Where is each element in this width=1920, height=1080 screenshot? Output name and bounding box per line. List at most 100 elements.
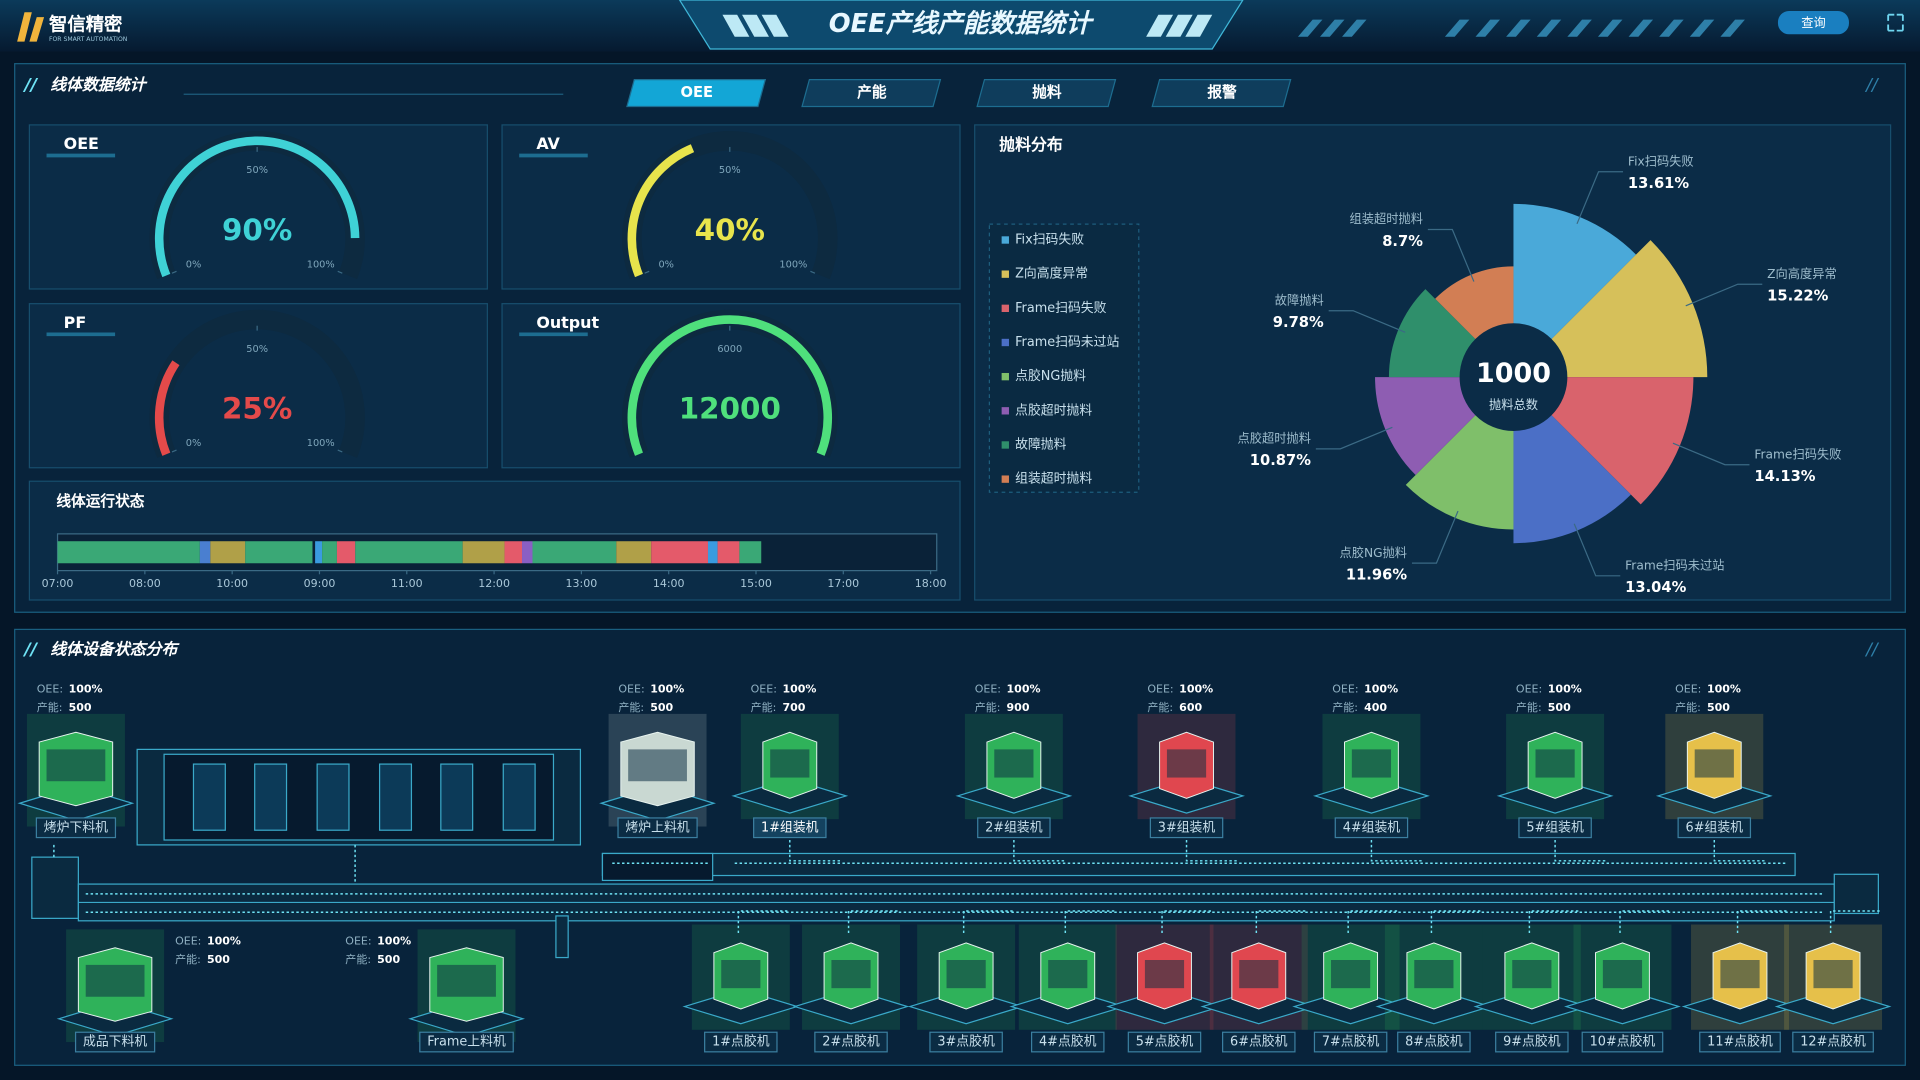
machine-label[interactable]: 3#组装机 — [1158, 820, 1216, 835]
machine-label-box[interactable] — [1149, 817, 1224, 839]
machine-label-box[interactable] — [1792, 1031, 1874, 1053]
machine-label-box[interactable] — [1030, 1031, 1105, 1053]
connector — [1430, 910, 1483, 934]
machine-window — [1239, 960, 1279, 989]
oee-label: OEE: — [618, 682, 644, 695]
machine-label-box[interactable] — [753, 817, 827, 839]
machine-label[interactable]: 1#组装机 — [761, 820, 819, 835]
gauge-value-arc — [627, 315, 832, 456]
machine-label-box[interactable] — [704, 1031, 778, 1053]
machine-label[interactable]: 4#点胶机 — [1039, 1034, 1097, 1050]
machine-label[interactable]: 10#点胶机 — [1590, 1034, 1656, 1050]
machine-label[interactable]: 烤炉上料机 — [625, 820, 689, 835]
machine-label[interactable]: 8#点胶机 — [1405, 1034, 1463, 1050]
machine-label-box[interactable] — [1334, 817, 1409, 839]
timeline-segment — [504, 541, 523, 564]
machine-label[interactable]: 11#点胶机 — [1707, 1034, 1773, 1050]
machine-window — [946, 960, 986, 989]
machine-label-box[interactable] — [1581, 1031, 1664, 1053]
legend-swatch — [1001, 338, 1009, 347]
machine-label-box[interactable] — [35, 817, 117, 839]
tab[interactable] — [976, 78, 1117, 108]
machine-label-box[interactable] — [1313, 1031, 1388, 1053]
legend-label[interactable]: Z向高度异常 — [1015, 266, 1088, 282]
connector — [1013, 840, 1066, 862]
machine-window — [1414, 960, 1454, 989]
tab[interactable] — [1151, 78, 1292, 108]
machine-label[interactable]: 2#组装机 — [985, 820, 1043, 835]
gauge-tick — [810, 270, 816, 274]
machine-label-box[interactable] — [1397, 1031, 1471, 1053]
machine-label-box[interactable] — [929, 1031, 1003, 1053]
machine-label-box[interactable] — [1495, 1031, 1569, 1053]
machine-label[interactable]: 4#组装机 — [1343, 820, 1401, 835]
query-button-label[interactable]: 查询 — [1801, 16, 1825, 30]
machine-label[interactable]: 7#点胶机 — [1322, 1034, 1380, 1050]
machine-label[interactable]: 2#点胶机 — [822, 1034, 880, 1050]
legend-label[interactable]: 点胶NG抛料 — [1015, 368, 1086, 384]
pie-center-label: 抛料总数 — [1489, 397, 1538, 412]
gauge-value: 90% — [222, 213, 292, 247]
tab[interactable] — [626, 78, 767, 108]
machine-label[interactable]: 5#组装机 — [1526, 820, 1584, 835]
machine-label-box[interactable] — [814, 1031, 888, 1053]
machine-label-box[interactable] — [1677, 817, 1752, 839]
machine-label[interactable]: 5#点胶机 — [1136, 1034, 1194, 1050]
legend-label[interactable]: 故障抛料 — [1015, 437, 1067, 452]
legend-label[interactable]: Fix扫码失败 — [1015, 233, 1084, 248]
timeline-tick-label: 08:00 — [129, 577, 161, 590]
machine-label-box[interactable] — [617, 817, 698, 839]
machine-label-box[interactable] — [1518, 817, 1592, 839]
machine-label[interactable]: 烤炉下料机 — [44, 820, 108, 835]
machine-label[interactable]: Frame上料机 — [427, 1035, 506, 1050]
connector — [1554, 840, 1607, 862]
legend-label[interactable]: Frame扫码未过站 — [1015, 335, 1119, 350]
machine-label-box[interactable] — [419, 1031, 514, 1053]
timeline-tick-label: 18:00 — [915, 577, 947, 590]
corner-deco: // — [1864, 640, 1880, 660]
machine-window — [1166, 749, 1207, 778]
gauge-tick — [171, 449, 177, 453]
output-value: 900 — [1007, 701, 1030, 714]
machine-label[interactable]: 3#点胶机 — [937, 1034, 995, 1050]
corner-deco: // — [1864, 76, 1880, 96]
fullscreen-icon[interactable] — [1887, 13, 1904, 32]
oee-value: 100% — [69, 682, 103, 695]
tab-label[interactable]: 产能 — [857, 83, 887, 101]
machine-label-box[interactable] — [977, 817, 1051, 839]
connector — [962, 910, 1016, 934]
query-button[interactable] — [1777, 11, 1849, 35]
machine-label[interactable]: 12#点胶机 — [1800, 1034, 1866, 1050]
machine-label-box[interactable] — [1127, 1031, 1202, 1053]
pie-leader — [1573, 523, 1621, 577]
legend-swatch — [1001, 441, 1009, 449]
legend-label[interactable]: Frame扫码失败 — [1015, 301, 1107, 316]
machine-window — [437, 964, 496, 997]
timeline-segment — [336, 541, 356, 564]
legend-label[interactable]: 组装超时抛料 — [1015, 472, 1092, 487]
machine-label[interactable]: 6#点胶机 — [1230, 1034, 1288, 1050]
machine-label[interactable]: 1#点胶机 — [712, 1034, 770, 1050]
gauge-tick-label: 100% — [307, 259, 335, 270]
oee-label: OEE: — [1675, 682, 1701, 695]
tabs: OEE 产能 抛料 报警 — [626, 78, 1292, 108]
machine-label-box[interactable] — [1222, 1031, 1296, 1053]
timeline-tick-label: 14:00 — [653, 577, 685, 590]
tab-label[interactable]: 抛料 — [1032, 83, 1062, 101]
legend-box — [988, 223, 1140, 493]
tab-label[interactable]: 报警 — [1207, 83, 1237, 101]
machine-label[interactable]: 9#点胶机 — [1503, 1034, 1561, 1050]
machine-label-box[interactable] — [74, 1031, 156, 1053]
legend-label[interactable]: 点胶超时抛料 — [1015, 402, 1092, 418]
machine-label[interactable]: 6#组装机 — [1686, 820, 1744, 835]
machine-label-box[interactable] — [1699, 1031, 1781, 1053]
machine-label[interactable]: 成品下料机 — [83, 1035, 147, 1050]
legend-swatch — [1001, 304, 1009, 312]
section-slash: // — [22, 76, 38, 96]
tab-label[interactable]: OEE — [680, 84, 713, 101]
machine-window — [1694, 749, 1734, 778]
oee-value: 100% — [1179, 682, 1213, 695]
conveyor — [31, 748, 1879, 959]
tab[interactable] — [801, 78, 942, 108]
